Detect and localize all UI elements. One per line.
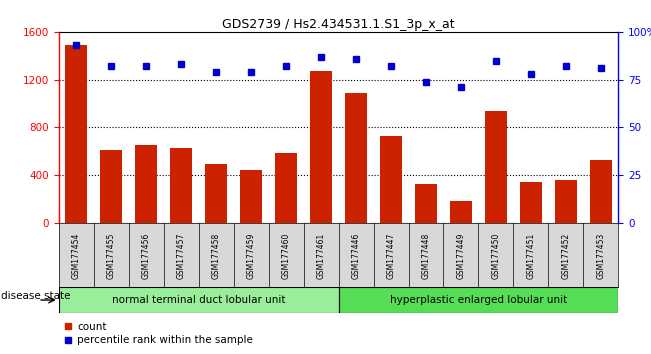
Text: GSM177456: GSM177456 — [141, 233, 150, 279]
Text: GSM177452: GSM177452 — [561, 233, 570, 279]
Text: GSM177461: GSM177461 — [316, 233, 326, 279]
Text: GSM177451: GSM177451 — [527, 233, 536, 279]
Text: GSM177460: GSM177460 — [281, 233, 290, 279]
Legend: count, percentile rank within the sample: count, percentile rank within the sample — [64, 322, 253, 345]
Bar — [170, 148, 193, 223]
Bar — [64, 45, 87, 223]
Bar — [415, 184, 437, 223]
Bar — [590, 160, 613, 223]
Bar — [450, 201, 473, 223]
Bar — [484, 111, 507, 223]
Bar — [100, 150, 122, 223]
Text: GSM177458: GSM177458 — [212, 233, 221, 279]
Bar — [59, 287, 339, 313]
Text: hyperplastic enlarged lobular unit: hyperplastic enlarged lobular unit — [390, 295, 567, 305]
Bar — [380, 136, 402, 223]
Text: GSM177454: GSM177454 — [72, 233, 81, 279]
Text: GSM177448: GSM177448 — [421, 233, 430, 279]
Text: GSM177457: GSM177457 — [176, 233, 186, 279]
Bar — [135, 145, 158, 223]
Text: GSM177455: GSM177455 — [107, 233, 116, 279]
Text: GSM177459: GSM177459 — [247, 233, 256, 279]
Text: GSM177453: GSM177453 — [596, 233, 605, 279]
Text: normal terminal duct lobular unit: normal terminal duct lobular unit — [112, 295, 285, 305]
Text: disease state: disease state — [1, 291, 70, 302]
Bar — [204, 165, 227, 223]
Text: GSM177449: GSM177449 — [456, 233, 465, 279]
Bar — [519, 182, 542, 223]
Bar — [344, 93, 367, 223]
Bar — [240, 171, 262, 223]
Text: GSM177450: GSM177450 — [492, 233, 501, 279]
Title: GDS2739 / Hs2.434531.1.S1_3p_x_at: GDS2739 / Hs2.434531.1.S1_3p_x_at — [222, 18, 455, 31]
Bar — [555, 180, 577, 223]
Bar — [339, 287, 618, 313]
Bar — [310, 71, 333, 223]
Text: GSM177446: GSM177446 — [352, 233, 361, 279]
Bar — [275, 153, 298, 223]
Text: GSM177447: GSM177447 — [387, 233, 396, 279]
